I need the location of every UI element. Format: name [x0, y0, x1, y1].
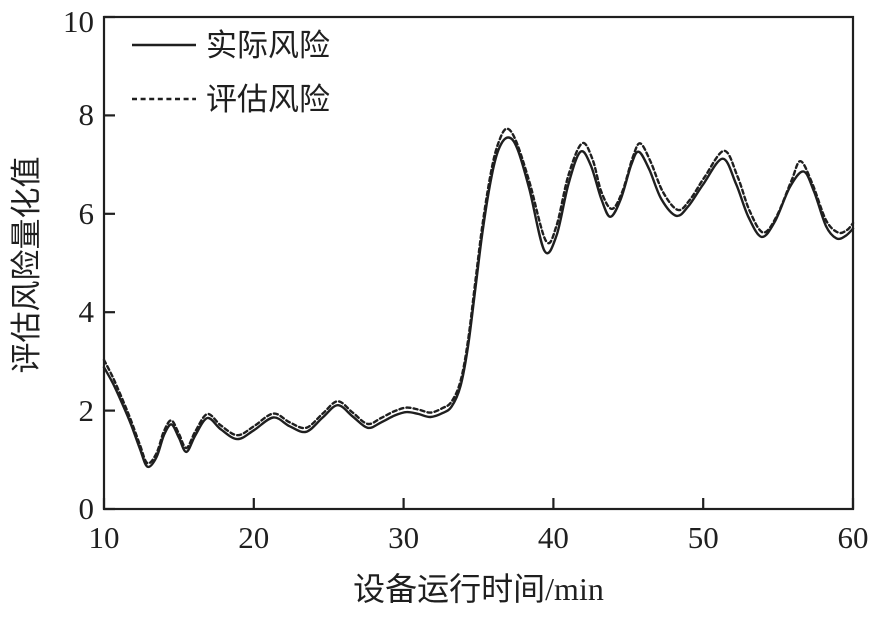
x-tick-label: 10 — [88, 520, 120, 555]
x-tick-label: 40 — [537, 520, 569, 555]
x-tick-label: 30 — [388, 520, 420, 555]
y-tick-label: 4 — [78, 294, 95, 330]
legend-item-assessed-risk: 评估风险 — [130, 78, 330, 120]
plot-border — [102, 15, 855, 511]
y-tick-label: 6 — [78, 195, 95, 231]
legend-label-assessed-risk: 评估风险 — [206, 81, 330, 117]
y-tick-label: 0 — [78, 491, 95, 526]
y-tick-label: 10 — [63, 4, 94, 39]
x-tick-label: 60 — [837, 520, 869, 555]
x-axis-title: 设备运行时间/min — [353, 571, 604, 607]
x-tick-label: 20 — [238, 520, 270, 555]
series-assessed-risk-line — [102, 127, 855, 465]
legend-item-actual-risk: 实际风险 — [130, 24, 330, 66]
y-axis-title: 评估风险量化值 — [8, 156, 44, 374]
y-tick-label: 2 — [78, 392, 95, 428]
x-tick-label: 50 — [687, 520, 719, 555]
legend-label-actual-risk: 实际风险 — [206, 27, 330, 63]
y-tick-label: 8 — [78, 97, 95, 133]
legend: 实际风险 评估风险 — [130, 24, 330, 120]
legend-line-dashed-icon — [132, 97, 196, 101]
legend-line-solid-icon — [132, 43, 196, 47]
